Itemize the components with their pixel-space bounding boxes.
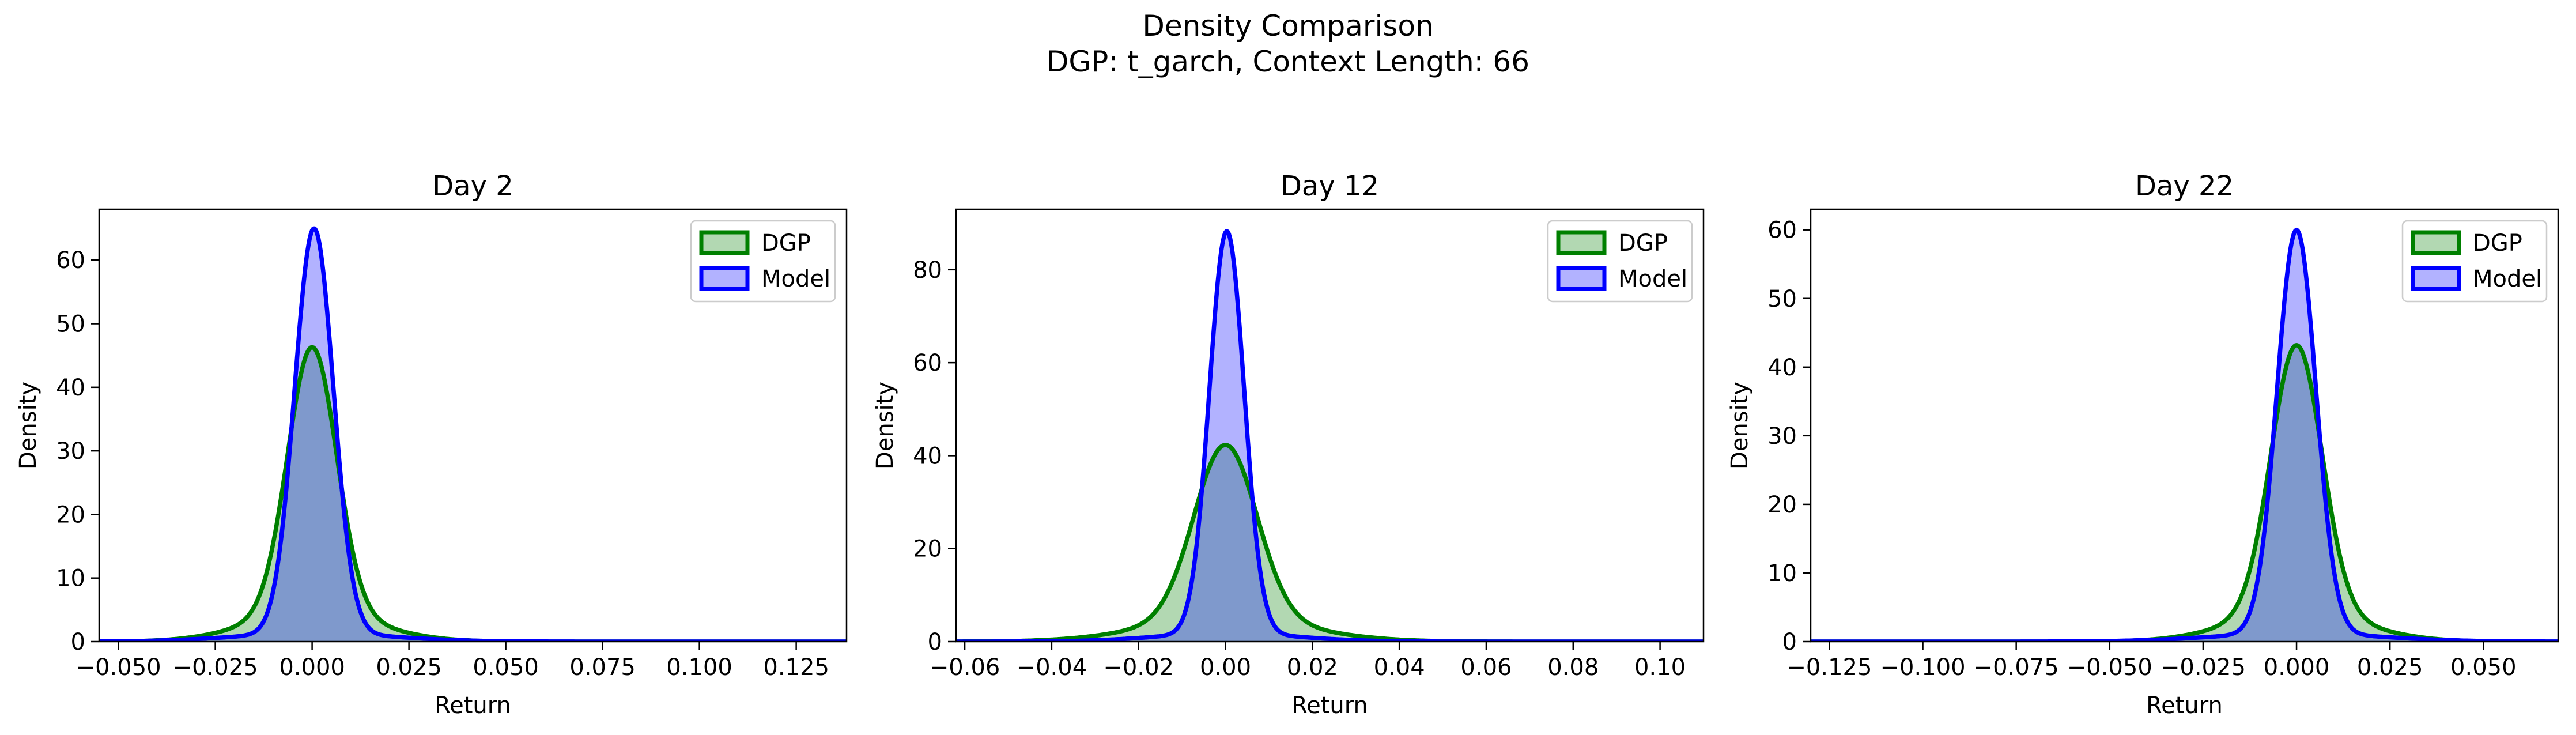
legend-label: Model	[1618, 266, 1687, 292]
x-tick-label: −0.02	[1103, 654, 1174, 681]
legend-swatch	[1556, 266, 1607, 291]
x-tick-label: −0.125	[1786, 654, 1872, 681]
panel-title: Day 22	[2135, 170, 2234, 202]
chart-panel-1: −0.050 −0.025 0.000 0.025 0.050 0.075 0.100 0.1…	[15, 170, 848, 719]
x-tick-label: 0.02	[1287, 654, 1338, 681]
y-tick-label: 0	[1782, 629, 1797, 655]
legend-swatch	[1556, 230, 1607, 255]
y-tick-label: 40	[913, 443, 942, 469]
x-tick-label: 0.04	[1374, 654, 1425, 681]
model-density-line	[956, 229, 1704, 642]
y-axis-label: Density	[872, 382, 898, 469]
y-tick-label: 60	[56, 247, 85, 274]
x-tick-label: −0.06	[930, 654, 1000, 681]
x-axis-label: Return	[2146, 692, 2223, 719]
plot-area	[956, 229, 1704, 642]
y-tick-label: 80	[913, 257, 942, 284]
x-tick-label: 0.025	[2357, 654, 2423, 681]
legend: DGP Model	[690, 220, 836, 303]
legend-entry-dgp: DGP	[2411, 230, 2522, 257]
y-tick-label: 40	[56, 375, 85, 401]
y-tick-label: 60	[913, 350, 942, 376]
y-tick-label: 30	[1767, 423, 1797, 450]
x-tick-label: 0.125	[763, 654, 829, 681]
legend-label: Model	[2473, 266, 2542, 292]
x-tick-label: 0.100	[666, 654, 732, 681]
y-axis-label: Density	[1727, 382, 1753, 469]
y-tick-label: 10	[56, 566, 85, 592]
panel-title: Day 12	[1281, 170, 1379, 202]
chart-panel-2: −0.06 −0.04 −0.02 0.00 0.02 0.04 0.06 0.08 0.10 0…	[872, 170, 1705, 719]
dgp-density-line	[99, 345, 847, 642]
x-tick-label: 0.00	[1200, 654, 1251, 681]
x-tick-label: −0.100	[1880, 654, 1966, 681]
y-tick-label: 40	[1767, 355, 1797, 381]
x-tick-label: 0.10	[1634, 654, 1686, 681]
dgp-density-fill	[1811, 345, 2558, 642]
x-axis-label: Return	[1291, 692, 1368, 719]
legend-entry-dgp: DGP	[1556, 230, 1668, 257]
y-tick-label: 10	[1767, 560, 1797, 587]
legend: DGP Model	[2401, 220, 2548, 303]
axes-frame	[98, 208, 848, 643]
y-tick-label: 50	[1767, 286, 1797, 312]
legend-entry-model: Model	[2411, 266, 2542, 292]
plot-area	[1811, 227, 2558, 642]
x-tick-label: 0.06	[1460, 654, 1512, 681]
dgp-density-line	[1811, 342, 2558, 642]
x-tick-label: −0.04	[1017, 654, 1087, 681]
legend-label: DGP	[761, 230, 811, 257]
figure-title: Density Comparison	[1142, 9, 1434, 43]
chart-panel-3: −0.125 −0.100 −0.075 −0.050 −0.025 0.000 0.025…	[1727, 170, 2559, 719]
plot-area	[99, 226, 847, 642]
legend-swatch	[2411, 230, 2461, 255]
y-axis-label: Density	[15, 382, 41, 469]
y-tick-label: 0	[928, 629, 942, 655]
legend-label: DGP	[1618, 230, 1668, 257]
x-tick-label: −0.050	[2067, 654, 2152, 681]
x-axis-label: Return	[435, 692, 511, 719]
overlap-density-fill	[99, 347, 847, 642]
x-tick-label: 0.050	[2450, 654, 2517, 681]
dgp-density-fill	[956, 444, 1704, 642]
x-tick-label: −0.025	[2160, 654, 2246, 681]
y-tick-label: 20	[913, 536, 942, 563]
y-tick-label: 30	[56, 438, 85, 465]
legend-entry-model: Model	[1556, 266, 1687, 292]
x-tick-label: −0.075	[1974, 654, 2059, 681]
legend-swatch	[699, 266, 750, 291]
panel-title: Day 2	[432, 170, 513, 202]
legend-entry-model: Model	[699, 266, 830, 292]
model-density-line	[1811, 227, 2558, 642]
y-tick-label: 20	[56, 502, 85, 528]
legend-entry-dgp: DGP	[699, 230, 811, 257]
legend-swatch	[2411, 266, 2461, 291]
x-tick-label: −0.050	[76, 654, 161, 681]
figure-subtitle: DGP: t_garch, Context Length: 66	[1046, 45, 1530, 78]
x-tick-label: −0.025	[173, 654, 258, 681]
y-tick-label: 0	[71, 629, 85, 655]
axes-frame	[955, 208, 1705, 643]
overlap-density-fill	[956, 444, 1704, 642]
model-density-line	[99, 226, 847, 642]
axes-frame	[1810, 208, 2559, 643]
dgp-density-fill	[99, 347, 847, 642]
x-tick-label: 0.000	[2264, 654, 2330, 681]
x-tick-label: 0.025	[376, 654, 442, 681]
y-tick-label: 20	[1767, 492, 1797, 518]
dgp-density-line	[956, 443, 1704, 642]
legend-label: Model	[761, 266, 830, 292]
y-tick-label: 60	[1767, 217, 1797, 244]
overlap-density-fill	[1811, 345, 2558, 642]
y-tick-label: 50	[56, 311, 85, 338]
x-tick-label: 0.075	[569, 654, 636, 681]
figure-title-block: Density Comparison DGP: t_garch, Context…	[0, 8, 2576, 80]
legend-label: DGP	[2473, 230, 2522, 257]
x-tick-label: 0.050	[473, 654, 539, 681]
x-tick-label: 0.000	[279, 654, 345, 681]
legend-swatch	[699, 230, 750, 255]
x-tick-label: 0.08	[1547, 654, 1599, 681]
legend: DGP Model	[1547, 220, 1693, 303]
